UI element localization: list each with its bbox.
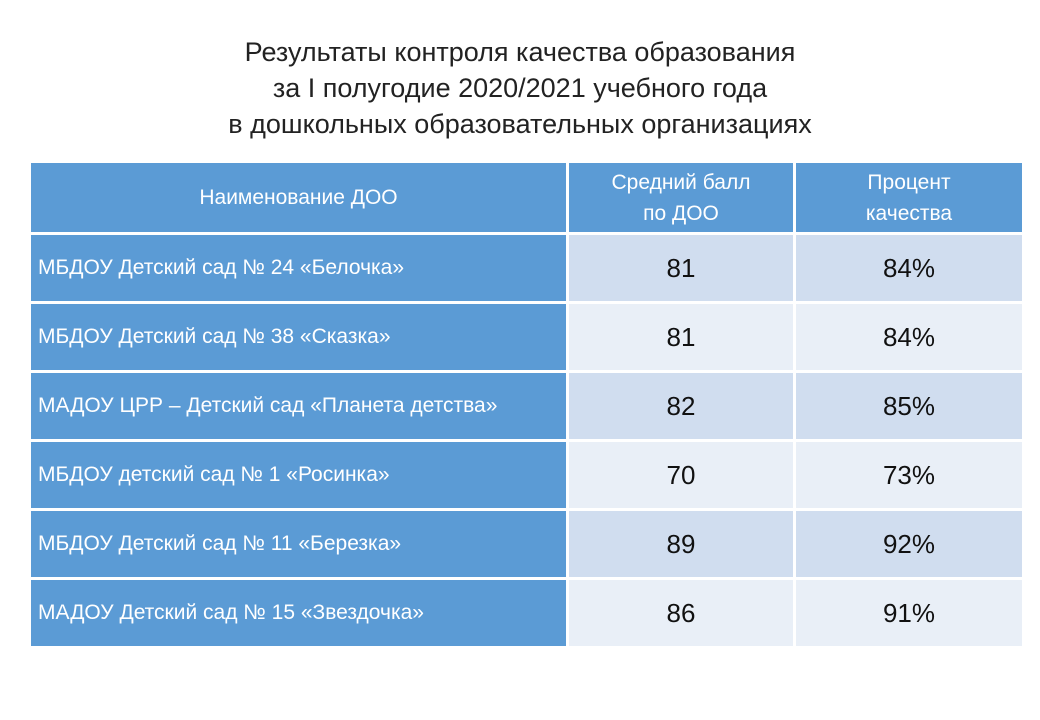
row-name-cell: МБДОУ детский сад № 1 «Росинка»: [31, 442, 569, 511]
row-pct-cell: 73%: [796, 442, 1022, 511]
row-pct-cell: 84%: [796, 235, 1022, 304]
title-line-1: Результаты контроля качества образования: [244, 37, 796, 67]
table-row: МБДОУ детский сад № 1 «Росинка» 70 73%: [31, 442, 1022, 511]
row-avg-cell: 82: [569, 373, 796, 442]
header-name-label: Наименование ДОО: [199, 186, 398, 209]
title-line-3: в дошкольных образовательных организация…: [228, 109, 812, 139]
title-line-2: за I полугодие 2020/2021 учебного года: [272, 73, 768, 103]
header-quality-percent: Процент качества: [796, 163, 1022, 235]
row-name-cell: МАДОУ ЦРР – Детский сад «Планета детства…: [31, 373, 569, 442]
row-avg-cell: 81: [569, 235, 796, 304]
row-name-cell: МАДОУ Детский сад № 15 «Звездочка»: [31, 580, 569, 649]
header-pct-line-2: качества: [865, 201, 953, 225]
row-name-cell: МБДОУ Детский сад № 24 «Белочка»: [31, 235, 569, 304]
row-name-cell: МБДОУ Детский сад № 38 «Сказка»: [31, 304, 569, 373]
table-row: МБДОУ Детский сад № 11 «Березка» 89 92%: [31, 511, 1022, 580]
table-header-row: Наименование ДОО Средний балл по ДОО Про…: [31, 163, 1022, 235]
row-pct-cell: 91%: [796, 580, 1022, 649]
row-avg-cell: 89: [569, 511, 796, 580]
page-title: Результаты контроля качества образования…: [0, 34, 1040, 142]
row-pct-cell: 84%: [796, 304, 1022, 373]
row-pct-cell: 85%: [796, 373, 1022, 442]
row-pct-cell: 92%: [796, 511, 1022, 580]
row-avg-cell: 70: [569, 442, 796, 511]
table-row: МАДОУ ЦРР – Детский сад «Планета детства…: [31, 373, 1022, 442]
row-avg-cell: 86: [569, 580, 796, 649]
header-avg-line-1: Средний балл: [611, 170, 751, 194]
table-row: МАДОУ Детский сад № 15 «Звездочка» 86 91…: [31, 580, 1022, 649]
header-avg-score: Средний балл по ДОО: [569, 163, 796, 235]
header-pct-line-1: Процент: [867, 170, 951, 194]
row-name-cell: МБДОУ Детский сад № 11 «Березка»: [31, 511, 569, 580]
table-row: МБДОУ Детский сад № 24 «Белочка» 81 84%: [31, 235, 1022, 304]
row-avg-cell: 81: [569, 304, 796, 373]
results-table: Наименование ДОО Средний балл по ДОО Про…: [31, 163, 1022, 649]
header-name: Наименование ДОО: [31, 163, 569, 235]
header-avg-line-2: по ДОО: [643, 201, 719, 225]
table-row: МБДОУ Детский сад № 38 «Сказка» 81 84%: [31, 304, 1022, 373]
